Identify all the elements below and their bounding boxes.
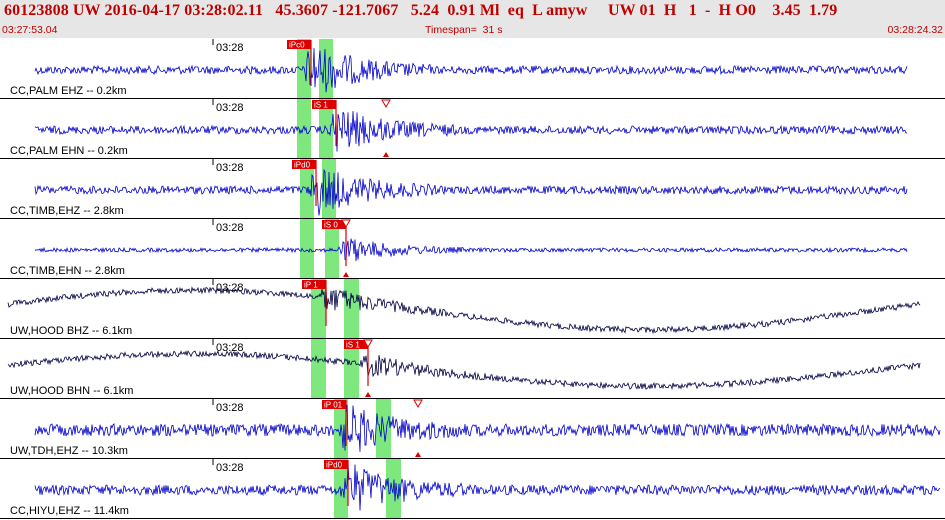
- amplitude-marker-icon[interactable]: [383, 152, 389, 157]
- channel-label: UW,HOOD BHZ -- 6.1km: [10, 325, 132, 337]
- amplitude-marker-icon[interactable]: [363, 339, 373, 349]
- channel-panel[interactable]: 03:28 iPd0 CC,TIMB,EHZ -- 2.8km: [0, 159, 945, 219]
- waveform-trace: [34, 111, 908, 152]
- channel-panel[interactable]: 03:28 iP 1UW,HOOD BHZ -- 6.1km: [0, 279, 945, 339]
- time-tick-label: 03:28: [216, 42, 244, 54]
- amplitude-marker-icon[interactable]: [415, 452, 421, 457]
- amplitude-marker-icon[interactable]: [413, 399, 423, 409]
- waveform-trace: [34, 404, 941, 452]
- waveform-trace: [7, 284, 921, 335]
- channel-panel[interactable]: 03:28 iPd0 CC,HIYU,EHZ -- 11.4km: [0, 459, 945, 519]
- waveform-trace: [34, 48, 908, 93]
- phase-pick-label: iP 1: [304, 281, 318, 290]
- timespan-readout: Timespan= 31 s: [425, 24, 503, 36]
- phase-pick-flag[interactable]: [344, 340, 368, 349]
- phase-pick-flag[interactable]: [312, 100, 336, 109]
- phase-pick-flag[interactable]: [302, 280, 326, 289]
- seismogram-panel-area[interactable]: 03:28 iPc0 CC,PALM EHZ -- 0.2km 03:28 iS 1 CC…: [0, 38, 945, 520]
- pick-window-highlight: [344, 279, 359, 338]
- start-time: 03:27:53.04: [2, 24, 58, 36]
- pick-window-highlight: [311, 279, 326, 338]
- time-tick-label: 03:28: [216, 342, 244, 354]
- pick-window-highlight: [300, 219, 314, 278]
- time-tick-label: 03:28: [216, 402, 244, 414]
- waveform-trace: [7, 350, 921, 391]
- time-tick-label: 03:28: [216, 162, 244, 174]
- amplitude-marker-icon[interactable]: [381, 99, 391, 109]
- phase-pick-flag[interactable]: [292, 160, 316, 169]
- channel-panel[interactable]: 03:28 iS 1 UW,HOOD BHN -- 6.1km: [0, 339, 945, 399]
- phase-pick-label: iPd0: [294, 161, 311, 170]
- channel-label: CC,TIMB,EHZ -- 2.8km: [10, 205, 124, 217]
- channel-label: CC,PALM EHN -- 0.2km: [10, 145, 128, 157]
- waveform-trace: [34, 238, 908, 262]
- end-time: 03:28:24.32: [887, 24, 943, 36]
- event-header: 60123808 UW 2016-04-17 03:28:02.11 45.36…: [0, 0, 945, 38]
- phase-pick-flag[interactable]: [322, 220, 346, 229]
- phase-pick-flag[interactable]: [322, 400, 346, 409]
- time-tick-label: 03:28: [216, 222, 244, 234]
- amplitude-marker-icon[interactable]: [365, 392, 371, 397]
- channel-label: CC,PALM EHZ -- 0.2km: [10, 85, 127, 97]
- phase-pick-label: iS 1: [314, 101, 328, 110]
- waveform-trace: [34, 462, 941, 511]
- pick-window-highlight: [319, 39, 333, 98]
- pick-window-highlight: [334, 459, 348, 518]
- phase-pick-label: iP 01: [324, 401, 343, 410]
- channel-label: CC,HIYU,EHZ -- 11.4km: [10, 505, 129, 517]
- phase-pick-label: iS 0: [324, 221, 338, 230]
- phase-pick-label: iS 1: [346, 341, 360, 350]
- amplitude-marker-icon[interactable]: [343, 272, 349, 277]
- time-tick-label: 03:28: [216, 462, 244, 474]
- phase-pick-label: iPc0: [289, 41, 305, 50]
- pick-window-highlight: [344, 339, 359, 398]
- channel-label: UW,HOOD BHN -- 6.1km: [10, 385, 133, 397]
- pick-window-highlight: [297, 99, 311, 158]
- amplitude-marker-icon[interactable]: [341, 219, 351, 229]
- waveform-trace: [34, 168, 908, 216]
- phase-pick-flag[interactable]: [324, 460, 348, 469]
- channel-label: UW,TDH,EHZ -- 10.3km: [10, 445, 128, 457]
- channel-panel[interactable]: 03:28 iP 01 UW,TDH,EHZ -- 10.3km: [0, 399, 945, 459]
- channel-panel[interactable]: 03:28 iS 1 CC,PALM EHN -- 0.2km: [0, 99, 945, 159]
- channel-panel[interactable]: 03:28 iPc0 CC,PALM EHZ -- 0.2km: [0, 39, 945, 99]
- pick-window-highlight: [300, 159, 314, 218]
- event-summary-title: 60123808 UW 2016-04-17 03:28:02.11 45.36…: [4, 2, 838, 19]
- channel-panel[interactable]: 03:28 iS 0 CC,TIMB,EHN -- 2.8km: [0, 219, 945, 279]
- phase-pick-label: iPd0: [326, 461, 343, 470]
- channel-label: CC,TIMB,EHN -- 2.8km: [10, 265, 125, 277]
- pick-window-highlight: [311, 339, 326, 398]
- time-tick-label: 03:28: [216, 102, 244, 114]
- phase-pick-flag[interactable]: [287, 40, 311, 49]
